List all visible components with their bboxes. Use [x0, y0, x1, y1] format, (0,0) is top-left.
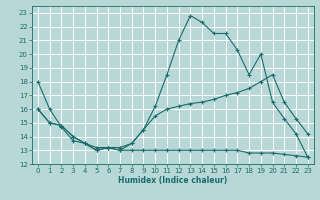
X-axis label: Humidex (Indice chaleur): Humidex (Indice chaleur)	[118, 176, 228, 185]
